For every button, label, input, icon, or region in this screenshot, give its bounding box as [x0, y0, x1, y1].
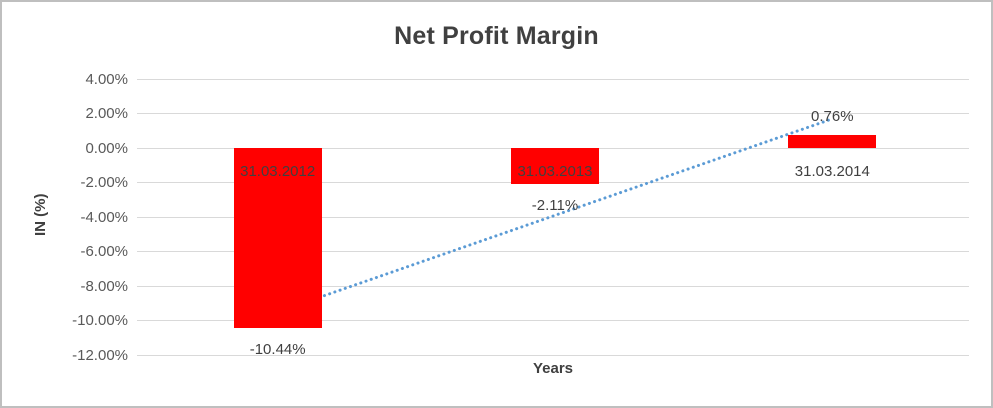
gridline	[137, 78, 969, 80]
y-axis-tick-label: -8.00%	[80, 277, 128, 295]
y-axis-tick-label: -12.00%	[72, 346, 128, 364]
bar-31.03.2014	[788, 134, 877, 148]
gridline	[137, 113, 969, 114]
data-label: -2.11%	[531, 197, 579, 215]
bar-31.03.2013	[511, 148, 599, 185]
data-label: -10.44%	[249, 341, 306, 359]
x-axis-title: Years	[532, 360, 574, 377]
y-axis-tick-label: 4.00%	[85, 70, 128, 88]
y-axis-tick-label: -2.00%	[80, 174, 128, 191]
gridline	[137, 320, 969, 321]
chart-title: Net Profit Margin	[394, 22, 599, 50]
y-axis-tick-label: -4.00%	[80, 208, 128, 226]
y-axis-tick-label: -6.00%	[80, 243, 128, 260]
y-axis-tick-label: 2.00%	[85, 105, 128, 122]
y-axis-tick-label: 0.00%	[85, 139, 128, 157]
bar-31.03.2012	[233, 148, 322, 329]
y-axis-tick-label: -10.00%	[72, 312, 128, 329]
data-label: 0.76%	[811, 107, 854, 125]
gridline	[137, 354, 969, 356]
category-label: 31.03.2012	[240, 163, 316, 180]
category-label: 31.03.2013	[517, 163, 593, 180]
category-label: 31.03.2014	[794, 163, 870, 180]
